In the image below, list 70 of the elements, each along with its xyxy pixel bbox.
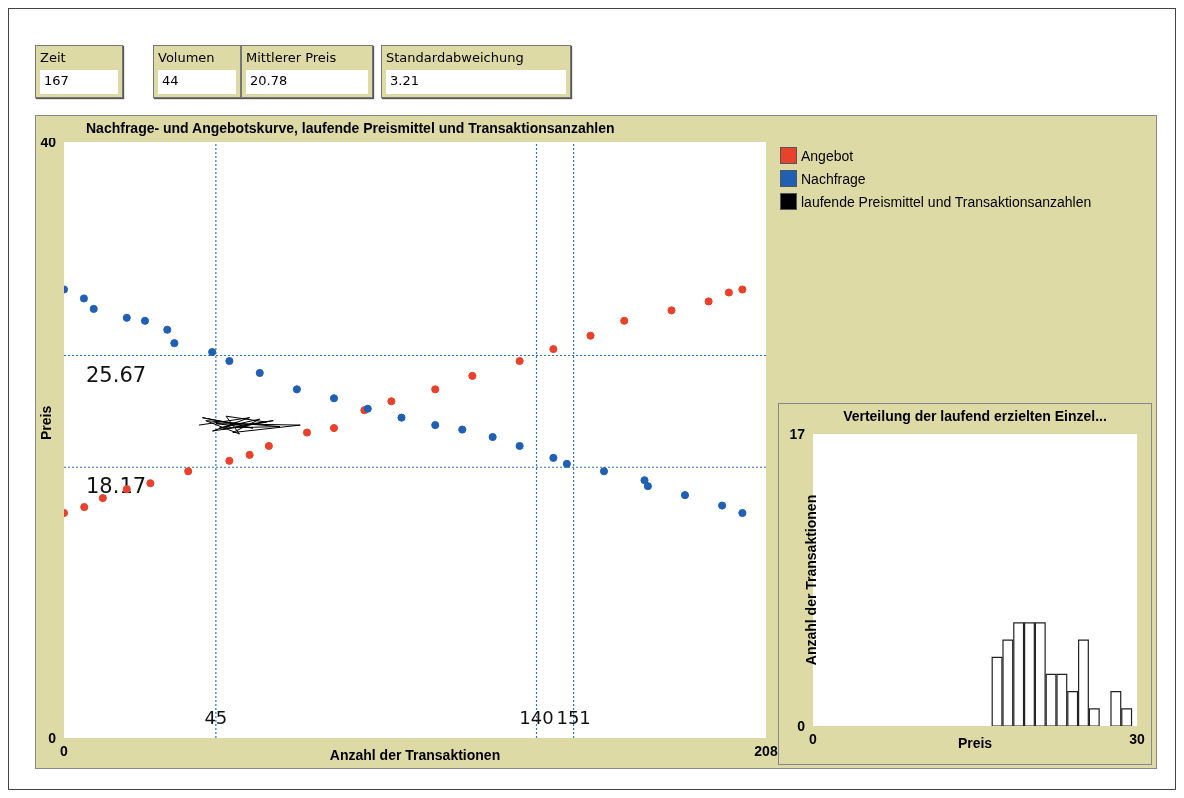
- text: Mittlerer Preis: [246, 50, 338, 67]
- ref-line-label: 25.67: [86, 362, 147, 387]
- point: [122, 313, 131, 322]
- point: [329, 394, 339, 403]
- point: [163, 325, 172, 334]
- point: [620, 316, 629, 325]
- legend-label: Angebot: [801, 147, 854, 164]
- legend-label: Nachfrage: [801, 170, 866, 187]
- point: [225, 356, 234, 366]
- point: [599, 467, 609, 476]
- point: [302, 428, 312, 437]
- text: 167: [40, 70, 118, 94]
- legend-label: laufende Preismittel und Transaktionsanzahlen: [801, 193, 1092, 210]
- point: [292, 385, 301, 394]
- point: [255, 368, 264, 378]
- point: [468, 371, 477, 380]
- point: [184, 467, 193, 476]
- point: [431, 385, 440, 394]
- x-tick-label: 30: [1129, 730, 1145, 747]
- point: [640, 476, 649, 485]
- point: [208, 348, 217, 357]
- point: [586, 331, 595, 340]
- point: [738, 508, 747, 518]
- point: [146, 479, 155, 488]
- point: [170, 339, 179, 348]
- ref-line-label: 140: [519, 707, 554, 728]
- point: [245, 450, 254, 459]
- y-axis-title: Preis: [37, 405, 54, 440]
- point: [562, 459, 571, 468]
- point: [397, 413, 406, 422]
- point: [643, 482, 652, 491]
- x-axis-title: Preis: [957, 735, 993, 751]
- x-tick-label: 208: [754, 742, 778, 759]
- text: Zeit: [40, 50, 67, 67]
- point: [549, 453, 558, 462]
- chart-title: Verteilung der laufend erzielten Einzel...: [842, 408, 1108, 424]
- point: [458, 425, 467, 434]
- point: [704, 297, 713, 306]
- point: [515, 356, 524, 366]
- point: [718, 501, 727, 510]
- point: [80, 502, 89, 512]
- point: [738, 285, 747, 294]
- y-tick-label: 17: [789, 425, 806, 442]
- line-series: [198, 415, 301, 435]
- ref-line-label: 45: [204, 707, 228, 728]
- point: [387, 397, 396, 406]
- point: [515, 441, 524, 451]
- point: [225, 456, 234, 465]
- text: 20.78: [246, 70, 368, 94]
- point: [431, 421, 440, 430]
- point: [79, 294, 88, 303]
- text: Standardabweichung: [386, 50, 525, 67]
- point: [89, 304, 98, 313]
- x-axis-title: Anzahl der Transaktionen: [329, 747, 501, 763]
- y-axis-title: Anzahl der Transaktionen: [802, 494, 819, 666]
- point: [488, 432, 497, 442]
- point: [98, 494, 107, 503]
- point: [680, 491, 690, 500]
- chart-title: Nachfrage- und Angebotskurve, laufende Preismittel und Transaktionsanzahlen: [86, 120, 616, 136]
- ref-line-label: 151: [556, 707, 591, 728]
- point: [329, 424, 339, 433]
- point: [724, 288, 733, 297]
- point: [264, 441, 273, 451]
- point: [667, 306, 676, 315]
- point: [549, 345, 558, 354]
- point: [140, 316, 150, 325]
- text: 3.21: [386, 70, 566, 94]
- y-tick-label: 40: [40, 133, 57, 150]
- text: 44: [158, 70, 236, 94]
- text: Volumen: [158, 50, 216, 67]
